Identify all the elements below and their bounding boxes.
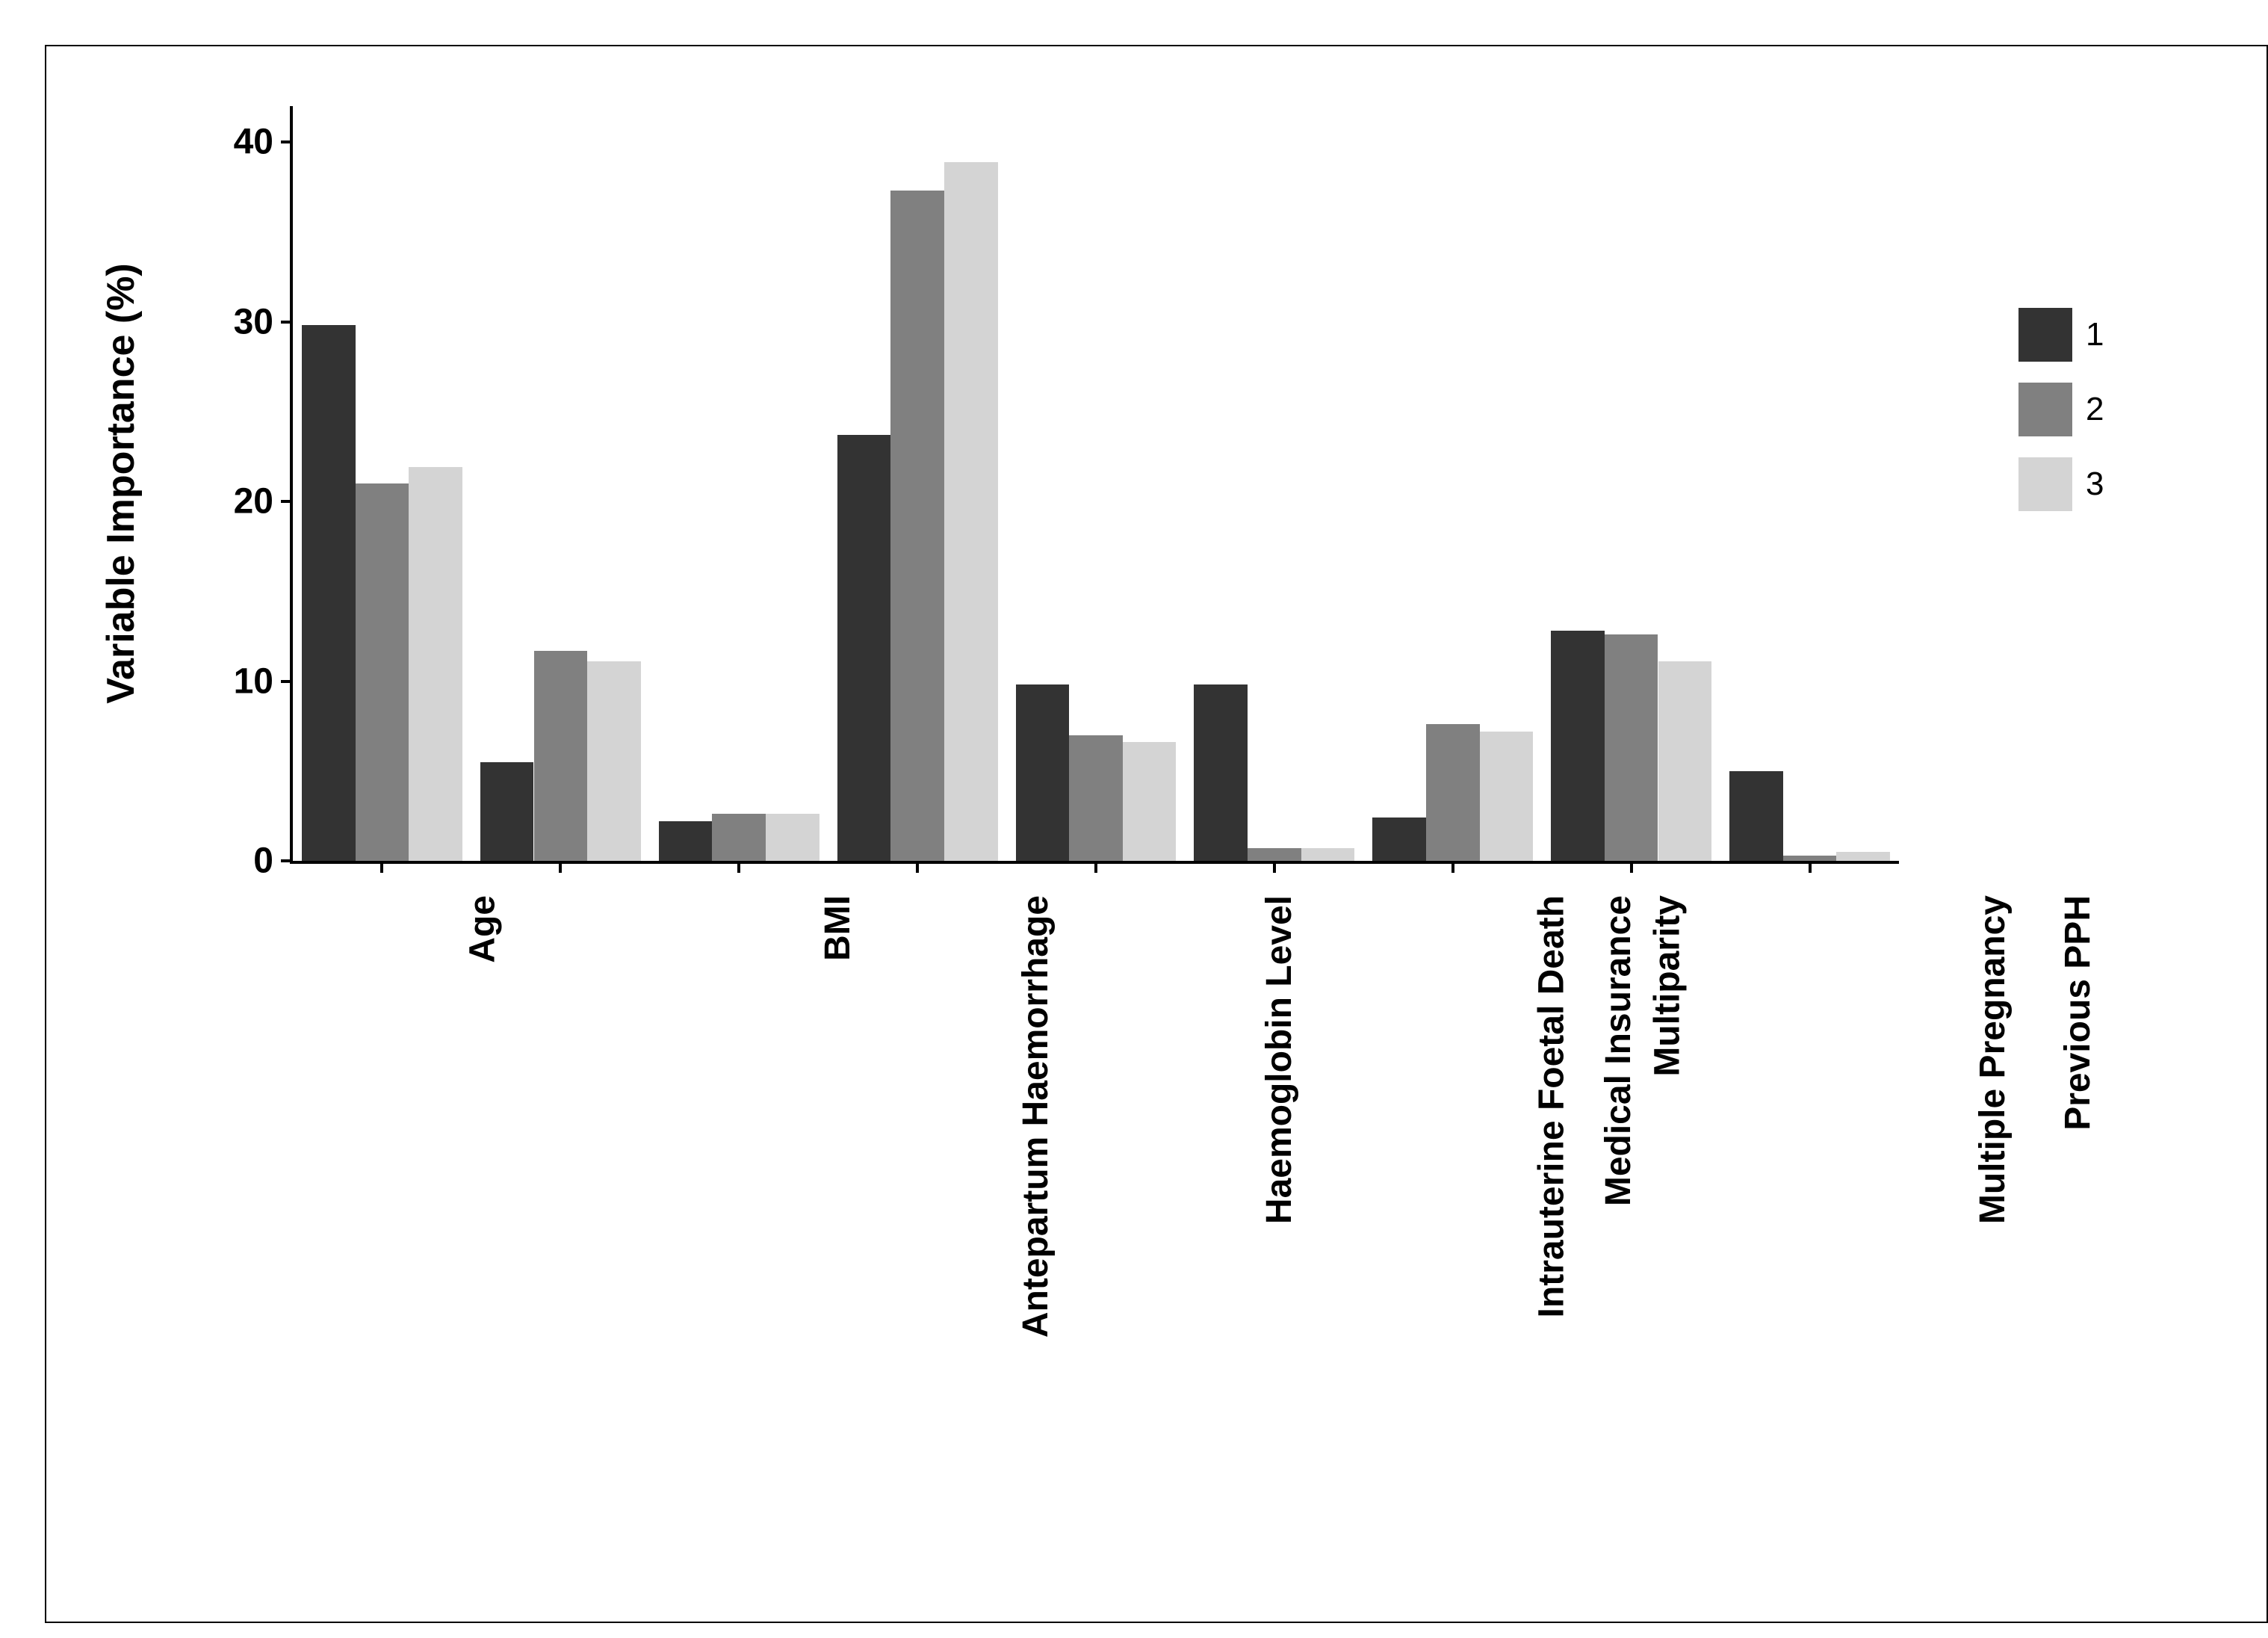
y-tick-label: 40 — [191, 122, 273, 163]
legend-item: 1 — [2018, 308, 2104, 362]
legend-label: 2 — [2086, 391, 2104, 428]
bar — [766, 814, 819, 861]
bar — [1248, 848, 1301, 861]
y-tick-label: 10 — [191, 661, 273, 702]
x-axis-line — [290, 861, 1899, 864]
legend-swatch — [2018, 457, 2072, 511]
bar — [1551, 631, 1605, 861]
x-tick-label: Antepartum Haemorrhage — [1015, 895, 1056, 1338]
y-gridline — [293, 501, 1899, 503]
bar — [1372, 818, 1426, 861]
bar — [1836, 852, 1890, 861]
bar — [837, 435, 891, 861]
y-gridline — [293, 321, 1899, 323]
y-tick-label: 30 — [191, 301, 273, 342]
legend-item: 2 — [2018, 383, 2104, 436]
bar — [1016, 684, 1070, 861]
chart-frame: Variable Importance (%) 1 2 3 0 10 20 30 40 Age… — [45, 45, 2268, 1623]
bar — [534, 651, 588, 861]
bar — [712, 814, 766, 861]
legend-label: 1 — [2086, 316, 2104, 353]
legend-swatch — [2018, 308, 2072, 362]
bar — [890, 191, 944, 861]
bar — [302, 325, 356, 861]
bar — [480, 762, 534, 861]
legend-item: 3 — [2018, 457, 2104, 511]
legend-swatch — [2018, 383, 2072, 436]
bar — [1729, 771, 1783, 861]
y-gridline — [293, 141, 1899, 143]
bar — [1605, 634, 1658, 861]
x-tick-label: Haemoglobin Level — [1259, 895, 1300, 1224]
legend-label: 3 — [2086, 466, 2104, 503]
y-tick-label: 20 — [191, 481, 273, 522]
y-axis-title: Variable Importance (%) — [99, 263, 143, 704]
bar — [1480, 732, 1534, 861]
bar — [409, 467, 462, 861]
bar — [1658, 661, 1712, 861]
x-tick-label: Previous PPH — [2057, 895, 2098, 1131]
x-tick-label: Multiple Pregnancy — [1973, 895, 2014, 1224]
x-tick-label: Intrauterine Foetal Death — [1531, 895, 1572, 1317]
x-tick-label: Medical Insurance — [1598, 895, 1639, 1206]
bar — [1123, 742, 1177, 861]
plot-area — [293, 106, 1899, 861]
legend: 1 2 3 — [2018, 308, 2104, 532]
x-tick-label: Age — [462, 895, 504, 963]
y-axis-line — [290, 106, 293, 861]
x-tick-label: BMI — [817, 895, 858, 961]
bar — [659, 821, 713, 861]
bar — [1194, 684, 1248, 861]
bar — [1426, 724, 1480, 861]
x-tick-label: Multiparity — [1646, 895, 1688, 1077]
bar — [1783, 856, 1837, 861]
bar — [1069, 735, 1123, 861]
bar — [356, 483, 409, 861]
bar — [587, 661, 641, 861]
y-tick-label: 0 — [191, 841, 273, 882]
bar — [1301, 848, 1355, 861]
chart-area: Variable Importance (%) 1 2 3 0 10 20 30 40 Age… — [46, 46, 2268, 1625]
bar — [944, 162, 998, 861]
